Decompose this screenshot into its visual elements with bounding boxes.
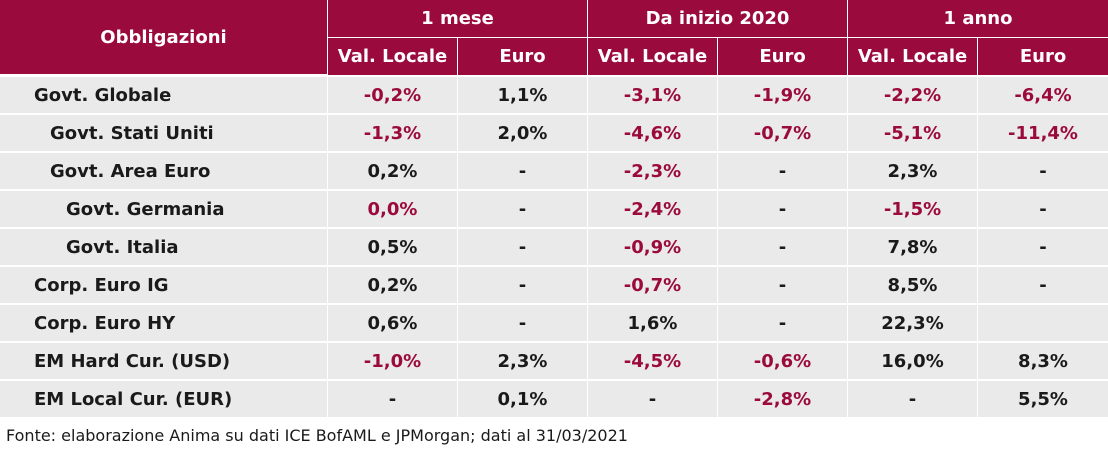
table-row: Govt. Globale -0,2% 1,1% -3,1% -1,9% -2,2% -6,… [0, 75, 1108, 113]
table-cell: -0,7% [717, 113, 848, 151]
row-label: Govt. Stati Uniti [0, 113, 327, 151]
table-cell: -2,3% [587, 151, 717, 189]
table-cell: -1,9% [717, 75, 848, 113]
table-cell: 0,6% [327, 303, 457, 341]
table-row: Govt. Italia 0,5% - -0,9% -7,8% - [0, 227, 1108, 265]
table-cell: -0,9% [587, 227, 717, 265]
header-row-subcolumns: Val. Locale Euro Val. Locale Euro Val. L… [0, 38, 1108, 75]
subcolumn-header: Euro [457, 38, 587, 75]
table-row: Govt. Stati Uniti -1,3% 2,0% -4,6% -0,7% -5,1… [0, 113, 1108, 151]
table-cell: - [457, 265, 587, 303]
table-cell: 0,2% [327, 265, 457, 303]
table-cell: 5,5% [977, 379, 1108, 417]
table-cell: 8,3% [977, 341, 1108, 379]
table-cell: -0,7% [587, 265, 717, 303]
subcolumn-header: Euro [717, 38, 848, 75]
table-cell: 1,1% [457, 75, 587, 113]
table-cell: 2,3% [847, 151, 978, 189]
table-cell: 22,3% [847, 303, 978, 341]
header-row-groups: Obbligazioni 1 mese Da inizio 2020 1 ann… [0, 0, 1108, 75]
table-row: EM Local Cur. (EUR) -0,1% - -2,8% -5,5% [0, 379, 1108, 417]
table-cell: -11,4% [977, 113, 1108, 151]
table-cell: -2,2% [847, 75, 978, 113]
table-cell: -2,8% [717, 379, 848, 417]
table-cell: 1,6% [587, 303, 717, 341]
table-cell: 16,0% [847, 341, 978, 379]
subcolumn-header: Euro [977, 38, 1108, 75]
table-cell: 0,1% [457, 379, 587, 417]
table-cell: 7,8% [847, 227, 978, 265]
table-row: Corp. Euro IG 0,2% - -0,7% -8,5% - [0, 265, 1108, 303]
table-cell: -3,1% [587, 75, 717, 113]
table-cell: -1,3% [327, 113, 457, 151]
table-cell: - [717, 227, 848, 265]
subcolumn-header: Val. Locale [587, 38, 717, 75]
table-row: EM Hard Cur. (USD) -1,0% 2,3% -4,5% -0,6% 16,… [0, 341, 1108, 379]
table-cell: -5,1% [847, 113, 978, 151]
table-body: Govt. Globale -0,2% 1,1% -3,1% -1,9% -2,2% -6,… [0, 75, 1108, 417]
table-cell: 0,5% [327, 227, 457, 265]
subcolumn-header: Val. Locale [847, 38, 978, 75]
table-cell: - [717, 189, 848, 227]
table-cell: - [977, 189, 1108, 227]
table-cell: 0,0% [327, 189, 457, 227]
row-label: EM Local Cur. (EUR) [0, 379, 327, 417]
row-label: Govt. Germania [0, 189, 327, 227]
table-cell: -1,5% [847, 189, 978, 227]
table-cell: -1,0% [327, 341, 457, 379]
table-cell: 8,5% [847, 265, 978, 303]
table-cell: -2,4% [587, 189, 717, 227]
subcolumn-header: Val. Locale [327, 38, 457, 75]
table-cell: - [457, 227, 587, 265]
row-label: Govt. Area Euro [0, 151, 327, 189]
row-label: Corp. Euro IG [0, 265, 327, 303]
table-cell: - [587, 379, 717, 417]
table-cell: - [977, 227, 1108, 265]
table-cell: - [457, 303, 587, 341]
group-header-da-inizio-2020: Da inizio 2020 [587, 0, 848, 38]
table-cell: -4,6% [587, 113, 717, 151]
table-cell: -0,6% [717, 341, 848, 379]
table-cell: - [717, 265, 848, 303]
table-row: Govt. Area Euro 0,2% - -2,3% -2,3% - [0, 151, 1108, 189]
table-cell: - [457, 189, 587, 227]
row-label: EM Hard Cur. (USD) [0, 341, 327, 379]
table-cell: - [977, 151, 1108, 189]
table-cell: - [717, 303, 848, 341]
group-header-1-anno: 1 anno [847, 0, 1108, 38]
table-cell: 0,2% [327, 151, 457, 189]
table-cell: 2,3% [457, 341, 587, 379]
table-row: Corp. Euro HY 0,6% -1,6% -22,3% [0, 303, 1108, 341]
row-label-header: Obbligazioni [0, 0, 327, 75]
table-cell: -4,5% [587, 341, 717, 379]
bond-returns-table: Obbligazioni 1 mese Da inizio 2020 1 ann… [0, 0, 1108, 417]
group-header-1-mese: 1 mese [327, 0, 587, 38]
table-cell: -6,4% [977, 75, 1108, 113]
table-cell: - [327, 379, 457, 417]
row-label: Corp. Euro HY [0, 303, 327, 341]
table-header: Obbligazioni 1 mese Da inizio 2020 1 ann… [0, 0, 1108, 75]
row-label: Govt. Italia [0, 227, 327, 265]
source-note: Fonte: elaborazione Anima su dati ICE Bo… [6, 426, 628, 445]
row-label: Govt. Globale [0, 75, 327, 113]
table-cell: - [717, 151, 848, 189]
table-cell: - [457, 151, 587, 189]
table-cell [977, 303, 1108, 341]
table-cell: -0,2% [327, 75, 457, 113]
table-cell: 2,0% [457, 113, 587, 151]
table-row: Govt. Germania 0,0% - -2,4% - -1,5% - [0, 189, 1108, 227]
table-cell: - [847, 379, 978, 417]
table-cell: - [977, 265, 1108, 303]
bond-returns-table-container: Obbligazioni 1 mese Da inizio 2020 1 ann… [0, 0, 1108, 445]
